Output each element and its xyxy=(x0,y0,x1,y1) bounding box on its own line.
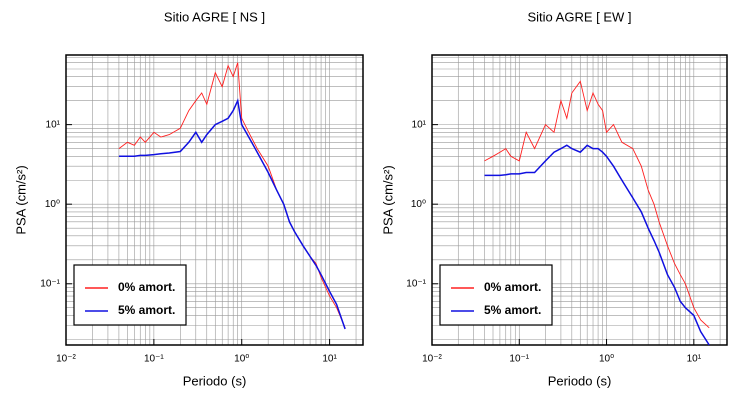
legend-label: 5% amort. xyxy=(484,303,541,317)
legend-label: 0% amort. xyxy=(484,280,541,294)
panel: 10⁻² 10⁻¹ 10⁰ 10¹ 10⁻¹ 10⁰ 10¹ Sitio AGRE [ EW … xyxy=(380,9,728,388)
y-axis-label: PSA (cm/s²) xyxy=(380,165,395,234)
y-tick-label: 10⁻¹ xyxy=(40,278,60,289)
x-axis-label: Periodo (s) xyxy=(183,373,247,388)
plot-frame xyxy=(65,54,364,346)
x-tick-label: 10⁻² xyxy=(56,354,76,365)
y-tick-label: 10⁻¹ xyxy=(406,278,426,289)
panel: 10⁻² 10⁻¹ 10⁰ 10¹ 10⁻¹ 10⁰ 10¹ Sitio AGRE [ NS … xyxy=(13,9,364,388)
x-tick-label: 10⁻¹ xyxy=(509,354,529,365)
legend: 0% amort. 5% amort. xyxy=(439,264,553,326)
x-tick-label: 10¹ xyxy=(687,354,702,365)
y-tick-label: 10¹ xyxy=(46,119,61,130)
y-tick-label: 10⁰ xyxy=(45,199,60,210)
legend-label: 0% amort. xyxy=(118,280,175,294)
x-tick-label: 10⁰ xyxy=(599,354,614,365)
chart-title: Sitio AGRE [ NS ] xyxy=(164,9,265,24)
series-line xyxy=(484,144,710,346)
x-axis-label: Periodo (s) xyxy=(548,373,612,388)
legend-label: 5% amort. xyxy=(118,303,175,317)
plot-frame xyxy=(431,54,728,346)
series-line xyxy=(484,80,710,329)
x-tick-label: 10⁻² xyxy=(422,354,442,365)
y-tick-label: 10⁰ xyxy=(411,199,426,210)
x-tick-label: 10¹ xyxy=(322,354,337,365)
chart-title: Sitio AGRE [ EW ] xyxy=(527,9,631,24)
x-tick-label: 10⁻¹ xyxy=(144,354,164,365)
legend: 0% amort. 5% amort. xyxy=(73,264,187,326)
y-axis-label: PSA (cm/s²) xyxy=(13,165,28,234)
x-tick-label: 10⁰ xyxy=(234,354,249,365)
legend-box xyxy=(73,264,187,326)
series-line xyxy=(118,98,346,330)
y-tick-label: 10¹ xyxy=(412,119,427,130)
legend-box xyxy=(439,264,553,326)
